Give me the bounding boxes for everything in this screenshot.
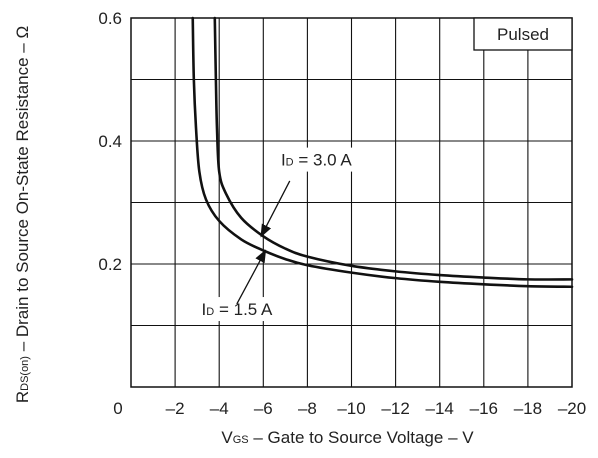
- annotation-arrow-id-1-5a: [236, 249, 267, 305]
- annotation-arrow-id-3-0a: [260, 180, 291, 238]
- x-tick-label: –12: [381, 399, 409, 418]
- plot-frame: [130, 17, 573, 388]
- y-axis-label-sub: DS(on): [19, 356, 31, 391]
- y-axis-label: RDS(on) – Drain to Source On-State Resis…: [13, 26, 32, 403]
- series-layer: [191, 16, 574, 289]
- x-tick-labels: 0 –2 –4 –6 –8 –10 –12 –14 –16 –18 –20: [113, 399, 586, 418]
- annotation-label-id-1-5a: ID = 1.5 A: [202, 300, 273, 319]
- x-axis-label-main: V: [221, 428, 233, 447]
- grid-lines: [131, 18, 572, 387]
- x-tick-label: –18: [514, 399, 542, 418]
- series-line-id-3-0a: [213, 16, 574, 281]
- annotation-bg-id-3-0a: [276, 147, 369, 172]
- y-axis-label-main: R: [13, 391, 32, 403]
- x-tick-label: –20: [558, 399, 586, 418]
- x-axis-label: VGS – Gate to Source Voltage – V: [221, 428, 474, 447]
- pulsed-box-frame: [473, 17, 573, 51]
- annotations: ID = 3.0 A ID = 1.5 A: [197, 147, 369, 322]
- pulsed-label: Pulsed: [497, 25, 549, 44]
- x-tick-label: –14: [426, 399, 454, 418]
- y-axis-label-rest: – Drain to Source On-State Resistance – …: [13, 26, 32, 356]
- x-tick-label: –2: [166, 399, 185, 418]
- x-tick-label: –8: [298, 399, 317, 418]
- x-tick-label: –10: [337, 399, 365, 418]
- x-axis-label-rest: – Gate to Source Voltage – V: [249, 428, 475, 447]
- series-line-id-1-5a: [191, 16, 574, 289]
- y-tick-label: 0.6: [98, 9, 122, 28]
- y-tick-label: 0.4: [98, 132, 122, 151]
- x-tick-label: –4: [210, 399, 229, 418]
- pulsed-box: Pulsed: [473, 17, 573, 51]
- y-tick-labels: 0.2 0.4 0.6: [98, 9, 122, 274]
- annotation-label-id-3-0a: ID = 3.0 A: [281, 151, 352, 170]
- x-tick-label: –16: [470, 399, 498, 418]
- x-tick-label: –6: [254, 399, 273, 418]
- x-tick-label: 0: [113, 399, 122, 418]
- y-tick-label: 0.2: [98, 255, 122, 274]
- annotation-bg-id-1-5a: [197, 297, 290, 322]
- x-axis-label-sub: GS: [233, 434, 249, 446]
